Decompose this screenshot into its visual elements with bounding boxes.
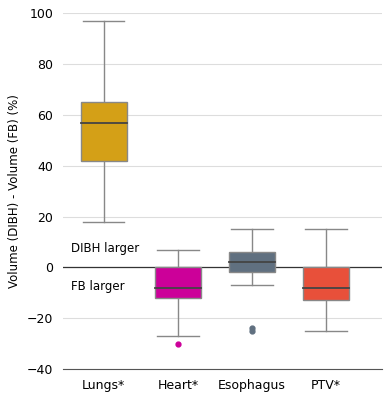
Text: FB larger: FB larger xyxy=(71,280,125,293)
FancyBboxPatch shape xyxy=(303,267,349,300)
FancyBboxPatch shape xyxy=(155,267,201,298)
FancyBboxPatch shape xyxy=(81,102,127,161)
Y-axis label: Volume (DIBH) - Volume (FB) (%): Volume (DIBH) - Volume (FB) (%) xyxy=(8,94,21,288)
FancyBboxPatch shape xyxy=(229,252,275,272)
Text: DIBH larger: DIBH larger xyxy=(71,242,139,255)
